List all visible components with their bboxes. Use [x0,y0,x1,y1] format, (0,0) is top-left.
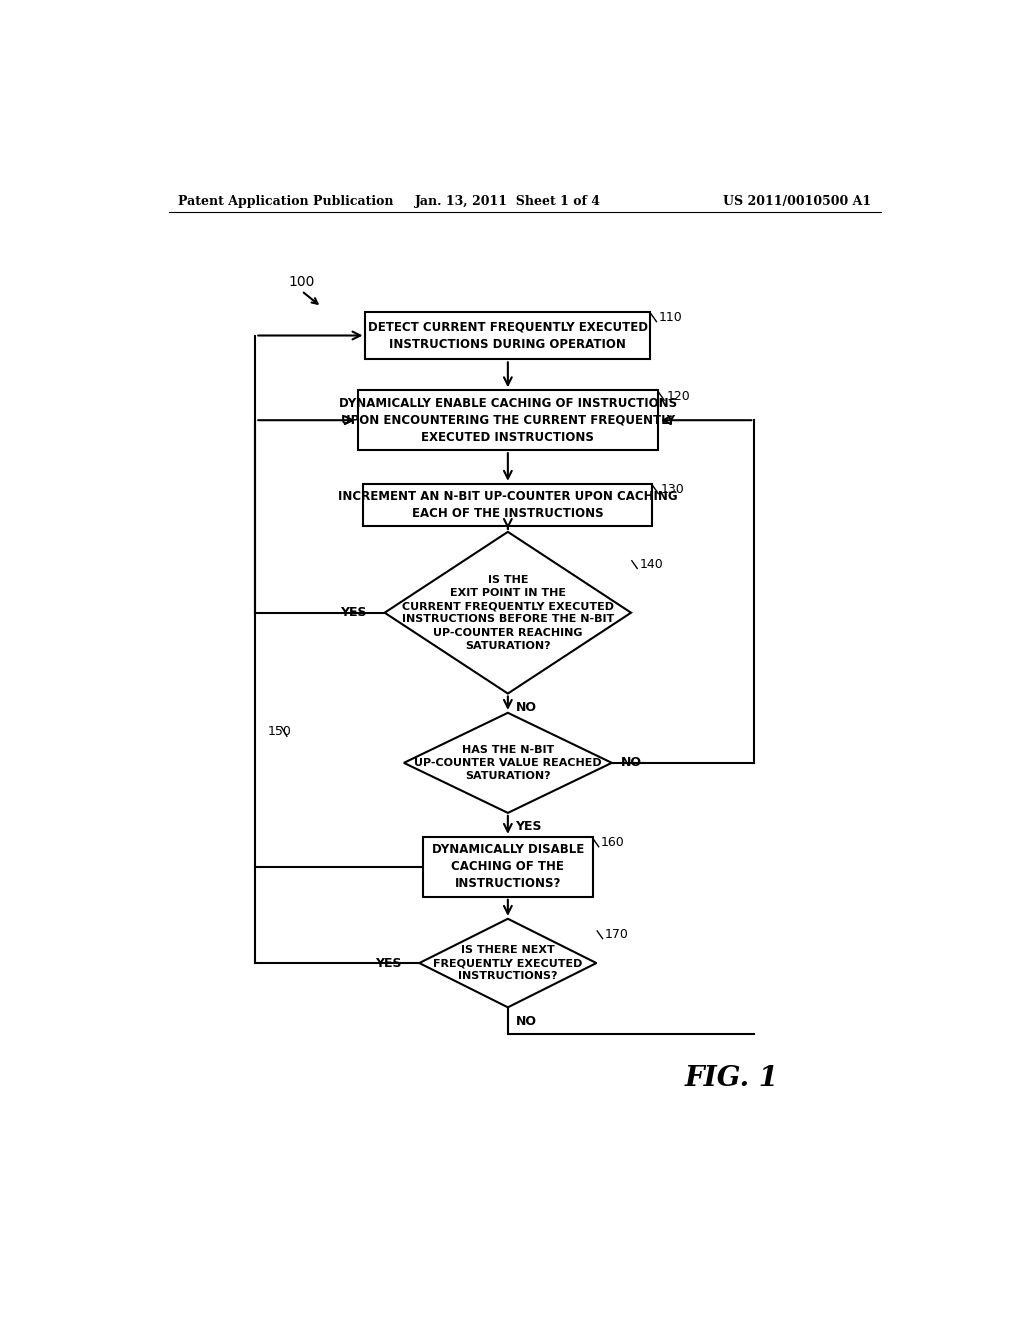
Text: DETECT CURRENT FREQUENTLY EXECUTED
INSTRUCTIONS DURING OPERATION: DETECT CURRENT FREQUENTLY EXECUTED INSTR… [368,321,648,351]
Text: Patent Application Publication: Patent Application Publication [178,195,394,209]
Text: DYNAMICALLY DISABLE
CACHING OF THE
INSTRUCTIONS?: DYNAMICALLY DISABLE CACHING OF THE INSTR… [432,843,584,890]
Text: HAS THE N-BIT
UP-COUNTER VALUE REACHED
SATURATION?: HAS THE N-BIT UP-COUNTER VALUE REACHED S… [414,744,602,781]
Polygon shape [403,713,611,813]
Text: NO: NO [515,1015,537,1028]
Text: Jan. 13, 2011  Sheet 1 of 4: Jan. 13, 2011 Sheet 1 of 4 [415,195,601,209]
Text: YES: YES [340,606,367,619]
Text: DYNAMICALLY ENABLE CACHING OF INSTRUCTIONS
UPON ENCOUNTERING THE CURRENT FREQUEN: DYNAMICALLY ENABLE CACHING OF INSTRUCTIO… [339,397,677,444]
Text: 160: 160 [601,837,625,850]
Text: 120: 120 [667,389,690,403]
Text: FIG. 1: FIG. 1 [685,1065,779,1092]
Text: 140: 140 [640,558,664,572]
Text: INCREMENT AN N-BIT UP-COUNTER UPON CACHING
EACH OF THE INSTRUCTIONS: INCREMENT AN N-BIT UP-COUNTER UPON CACHI… [338,490,678,520]
Text: YES: YES [375,957,401,970]
Polygon shape [385,532,631,693]
Polygon shape [419,919,596,1007]
Bar [357,391,658,450]
Text: 100: 100 [289,275,314,289]
Bar [423,837,593,896]
Text: NO: NO [621,756,642,770]
Bar [364,483,652,527]
Text: IS THE
EXIT POINT IN THE
CURRENT FREQUENTLY EXECUTED
INSTRUCTIONS BEFORE THE N-B: IS THE EXIT POINT IN THE CURRENT FREQUEN… [401,574,614,651]
Text: 110: 110 [658,312,683,325]
Text: 170: 170 [605,928,629,941]
Text: 150: 150 [267,725,292,738]
Text: YES: YES [515,820,542,833]
Text: IS THERE NEXT
FREQUENTLY EXECUTED
INSTRUCTIONS?: IS THERE NEXT FREQUENTLY EXECUTED INSTRU… [433,945,583,981]
Text: US 2011/0010500 A1: US 2011/0010500 A1 [723,195,871,209]
Text: NO: NO [515,701,537,714]
Text: 130: 130 [660,483,684,496]
Bar [366,312,650,359]
